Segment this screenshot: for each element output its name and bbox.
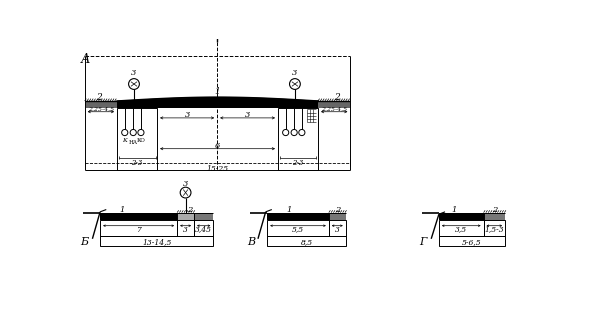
Text: 15-25: 15-25 xyxy=(207,165,228,173)
Text: 8,5: 8,5 xyxy=(300,238,312,246)
Bar xyxy=(267,236,345,246)
Text: 5,5: 5,5 xyxy=(292,226,304,234)
Bar xyxy=(100,219,177,236)
Text: 3,5: 3,5 xyxy=(455,226,467,234)
Text: 3: 3 xyxy=(245,111,250,119)
Bar xyxy=(439,236,505,246)
Text: 2: 2 xyxy=(333,92,339,102)
Bar xyxy=(329,219,345,236)
Text: 2: 2 xyxy=(187,206,193,214)
Bar xyxy=(194,213,213,219)
Text: 5-6,5: 5-6,5 xyxy=(462,238,482,246)
Text: Г: Г xyxy=(419,237,426,247)
Text: К: К xyxy=(123,138,127,143)
Bar xyxy=(267,219,329,236)
Bar xyxy=(439,219,484,236)
Text: 7: 7 xyxy=(136,226,141,234)
Text: 3,45: 3,45 xyxy=(195,226,212,234)
Text: 2-3: 2-3 xyxy=(132,158,143,167)
Text: В: В xyxy=(247,237,255,247)
Bar xyxy=(439,213,484,219)
Bar xyxy=(177,219,194,236)
Text: 3: 3 xyxy=(183,226,188,234)
Bar xyxy=(318,101,350,108)
Text: 6: 6 xyxy=(214,142,220,150)
Text: 1: 1 xyxy=(214,87,220,96)
Text: НА: НА xyxy=(129,140,138,145)
Bar xyxy=(329,213,345,219)
Bar xyxy=(278,108,318,170)
Bar xyxy=(100,236,213,246)
Text: 2: 2 xyxy=(95,92,101,102)
Bar xyxy=(85,101,117,108)
Text: 3: 3 xyxy=(335,226,339,234)
Text: 13-14,5: 13-14,5 xyxy=(142,238,172,246)
Text: 2-3: 2-3 xyxy=(292,158,304,167)
Bar xyxy=(177,213,194,219)
Text: 1: 1 xyxy=(452,206,457,214)
Text: 2,25-4,5: 2,25-4,5 xyxy=(88,106,114,111)
Text: КО: КО xyxy=(137,138,146,143)
Text: А: А xyxy=(81,53,91,66)
Bar xyxy=(194,219,213,236)
Bar xyxy=(267,213,329,219)
Text: 3: 3 xyxy=(131,69,137,77)
Text: 2: 2 xyxy=(492,206,497,214)
Text: 1: 1 xyxy=(286,206,292,214)
Bar xyxy=(100,213,177,219)
Text: 1,5-3: 1,5-3 xyxy=(484,226,504,234)
Bar xyxy=(117,108,157,170)
Bar xyxy=(117,101,318,108)
Bar xyxy=(484,213,505,219)
Text: Б: Б xyxy=(80,237,88,247)
Text: 2,25-4,5: 2,25-4,5 xyxy=(321,106,347,111)
Bar xyxy=(484,219,505,236)
Text: 3: 3 xyxy=(183,180,188,188)
Text: 1: 1 xyxy=(119,206,124,214)
Text: 2: 2 xyxy=(335,206,340,214)
Text: 3: 3 xyxy=(292,69,298,77)
Text: 3: 3 xyxy=(184,111,190,119)
